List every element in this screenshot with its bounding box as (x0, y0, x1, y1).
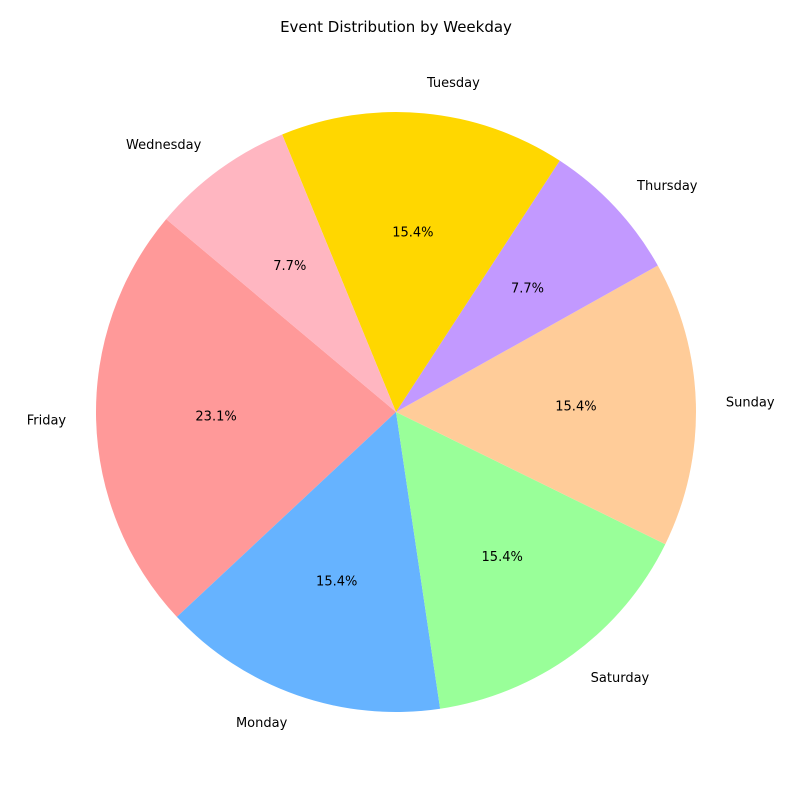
slice-label-thursday: Thursday (636, 179, 698, 194)
pie-slices (96, 112, 696, 713)
slice-label-monday: Monday (236, 716, 288, 731)
slice-label-tuesday: Tuesday (426, 76, 480, 91)
slice-label-wednesday: Wednesday (126, 138, 202, 153)
pie-slice-saturday (396, 412, 666, 709)
pie-slice-tuesday (282, 112, 560, 413)
pie-slice-wednesday (166, 134, 396, 412)
pct-label-friday: 23.1% (195, 409, 236, 424)
pie-slice-monday (176, 412, 441, 713)
pct-label-wednesday: 7.7% (273, 259, 306, 274)
slice-label-saturday: Saturday (591, 671, 650, 686)
chart-title: Event Distribution by Weekday (280, 18, 512, 36)
pie-slice-sunday (396, 265, 696, 545)
pct-label-sunday: 15.4% (555, 400, 596, 415)
pie-labels: Friday 23.1% Monday 15.4% Saturday 15.4% Sunda… (27, 76, 775, 731)
slice-label-sunday: Sunday (726, 396, 775, 411)
pct-label-monday: 15.4% (316, 574, 357, 589)
pie-slice-thursday (396, 160, 658, 412)
pct-label-saturday: 15.4% (482, 550, 523, 565)
slice-label-friday: Friday (27, 413, 67, 428)
pct-label-thursday: 7.7% (511, 282, 544, 297)
pie-slice-friday (96, 219, 397, 617)
pct-label-tuesday: 15.4% (392, 225, 433, 240)
